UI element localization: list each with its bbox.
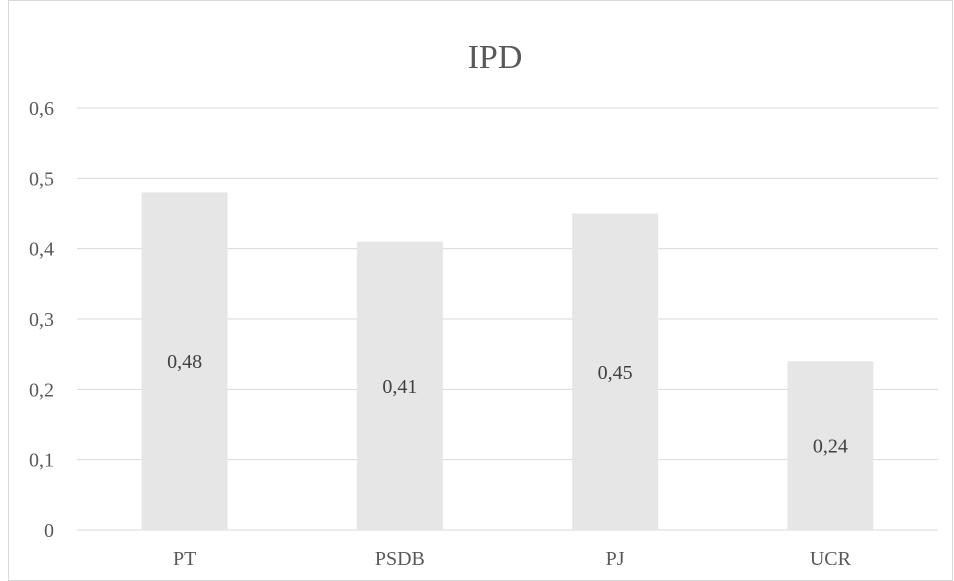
y-tick-label-0: 0 [44, 520, 54, 542]
bar-psdb [356, 241, 443, 530]
x-tick-label-pj: PJ [606, 548, 625, 570]
y-tick-label-3: 0,3 [29, 309, 54, 331]
x-tick-label-psdb: PSDB [375, 548, 425, 570]
data-label-pt: 0,48 [167, 351, 202, 373]
bar-pt [141, 192, 228, 530]
x-axis-ticks: PT PSDB PJ UCR [173, 548, 852, 570]
bar-pj [572, 213, 659, 530]
y-axis-ticks: 0 0,1 0,2 0,3 0,4 0,5 0,6 [29, 98, 54, 542]
chart-title: IPD [468, 39, 523, 76]
bars [141, 192, 874, 530]
bar-ucr [787, 361, 874, 530]
x-tick-label-pt: PT [173, 548, 196, 570]
y-tick-label-2: 0,2 [29, 379, 54, 401]
data-label-ucr: 0,24 [813, 436, 848, 458]
y-tick-label-1: 0,1 [29, 450, 54, 472]
data-label-psdb: 0,41 [382, 376, 417, 398]
x-tick-label-ucr: UCR [810, 548, 852, 570]
data-label-pj: 0,45 [598, 362, 633, 384]
y-tick-label-6: 0,6 [29, 98, 54, 120]
y-tick-label-5: 0,5 [29, 168, 54, 190]
y-tick-label-4: 0,4 [29, 239, 54, 261]
data-labels: 0,48 0,41 0,45 0,24 [167, 351, 848, 457]
